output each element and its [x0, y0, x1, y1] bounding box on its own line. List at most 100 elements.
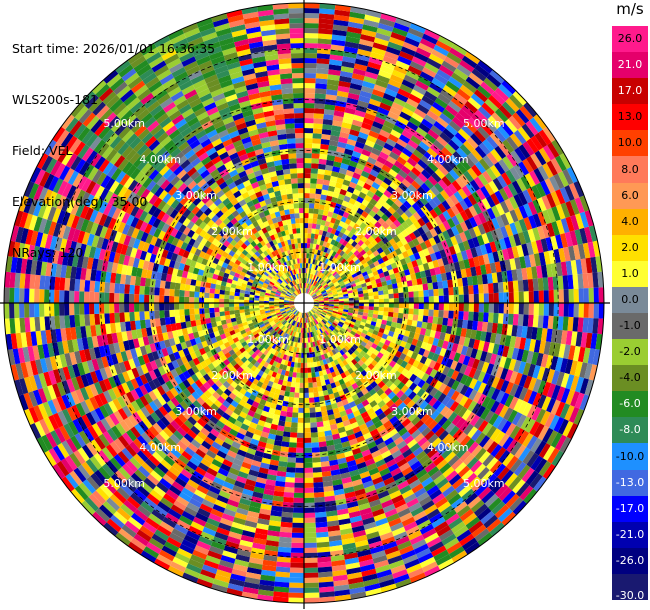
velocity-cell	[356, 435, 365, 443]
velocity-cell	[245, 430, 254, 439]
velocity-cell	[363, 392, 372, 400]
velocity-cell	[467, 238, 476, 249]
velocity-cell	[482, 253, 490, 265]
velocity-cell	[362, 573, 378, 582]
velocity-cell	[434, 251, 442, 260]
velocity-cell	[475, 405, 486, 418]
velocity-cell	[473, 303, 479, 313]
velocity-cell	[349, 515, 363, 524]
velocity-cell	[357, 246, 364, 253]
velocity-cell	[304, 178, 311, 184]
velocity-cell	[372, 476, 384, 485]
velocity-cell	[504, 259, 512, 271]
velocity-cell	[324, 104, 336, 111]
velocity-cell	[368, 210, 377, 218]
velocity-cell	[519, 105, 534, 121]
velocity-cell	[495, 390, 505, 403]
velocity-cell	[293, 397, 299, 403]
velocity-cell	[422, 315, 429, 323]
velocity-cell	[424, 202, 434, 212]
velocity-cell	[310, 432, 319, 438]
velocity-cell	[464, 541, 481, 555]
velocity-cell	[336, 242, 343, 249]
velocity-cell	[510, 441, 523, 456]
velocity-cell	[507, 183, 518, 197]
velocity-cell	[384, 210, 393, 219]
velocity-cell	[411, 112, 424, 123]
velocity-cell	[358, 191, 367, 200]
velocity-cell	[503, 407, 514, 421]
velocity-cell	[363, 326, 370, 332]
velocity-cell	[315, 324, 319, 330]
velocity-cell	[348, 16, 365, 25]
velocity-cell	[479, 350, 488, 362]
velocity-cell	[426, 189, 437, 200]
velocity-cell	[535, 352, 544, 367]
velocity-cell	[408, 303, 414, 309]
velocity-cell	[399, 352, 407, 361]
velocity-cell	[329, 249, 334, 256]
velocity-cell	[570, 199, 580, 215]
velocity-cell	[361, 329, 368, 335]
velocity-cell	[384, 508, 398, 518]
velocity-cell	[313, 296, 318, 300]
velocity-cell	[497, 466, 510, 481]
velocity-cell	[344, 450, 354, 458]
velocity-cell	[374, 396, 383, 405]
velocity-cell	[354, 414, 363, 422]
velocity-cell	[393, 362, 401, 371]
velocity-cell	[445, 398, 455, 409]
velocity-cell	[494, 239, 502, 252]
velocity-cell	[392, 332, 400, 339]
velocity-cell	[436, 273, 443, 282]
velocity-cell	[174, 552, 191, 564]
velocity-cell	[273, 393, 280, 400]
velocity-cell	[199, 503, 213, 514]
velocity-cell	[548, 342, 556, 356]
velocity-cell	[273, 586, 290, 593]
velocity-cell	[220, 463, 231, 472]
velocity-cell	[347, 251, 354, 257]
velocity-cell	[528, 377, 537, 391]
velocity-cell	[406, 439, 418, 449]
velocity-cell	[531, 327, 538, 340]
velocity-cell	[395, 536, 410, 546]
velocity-cell	[434, 346, 442, 355]
velocity-cell	[304, 63, 317, 69]
velocity-cell	[352, 530, 367, 538]
velocity-cell	[324, 270, 330, 276]
velocity-cell	[570, 391, 580, 407]
velocity-cell	[350, 253, 356, 260]
velocity-cell	[317, 345, 322, 351]
velocity-cell	[511, 347, 520, 360]
velocity-cell	[322, 415, 329, 422]
velocity-cell	[427, 282, 434, 290]
velocity-cell	[401, 221, 410, 230]
velocity-cell	[465, 347, 473, 358]
velocity-cell	[404, 452, 416, 463]
velocity-cell	[356, 284, 362, 289]
velocity-cell	[304, 183, 311, 189]
velocity-cell	[351, 328, 358, 333]
velocity-cell	[448, 76, 463, 89]
velocity-cell	[473, 417, 485, 430]
velocity-cell	[304, 582, 319, 588]
velocity-cell	[386, 253, 394, 260]
velocity-cell	[392, 267, 400, 274]
velocity-cell	[222, 458, 233, 468]
velocity-cell	[326, 346, 332, 352]
velocity-cell	[339, 188, 347, 196]
velocity-cell	[316, 416, 323, 423]
velocity-cell	[433, 288, 439, 297]
velocity-cell	[323, 296, 329, 299]
velocity-cell	[317, 255, 322, 261]
velocity-cell	[377, 22, 394, 32]
velocity-cell	[393, 343, 400, 351]
velocity-cell	[190, 554, 206, 565]
velocity-cell	[402, 147, 413, 158]
velocity-cell	[336, 313, 342, 318]
velocity-cell	[388, 133, 399, 143]
velocity-cell	[431, 77, 446, 90]
velocity-cell	[372, 555, 388, 564]
velocity-cell	[459, 84, 474, 98]
